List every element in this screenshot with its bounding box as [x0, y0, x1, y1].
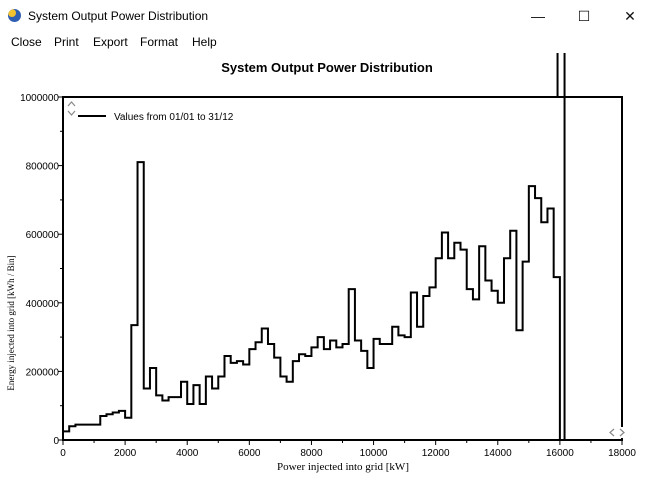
power-distribution-chart: System Output Power Distribution 0 2000 40…	[6, 53, 636, 473]
y-axis-label: Energy injected into grid [kWh / Bin]	[6, 255, 16, 390]
title-bar: System Output Power Distribution — ☐ ✕	[0, 0, 652, 33]
scroll-right-icon[interactable]	[617, 427, 627, 438]
menu-export[interactable]: Export	[93, 35, 128, 49]
series-line	[63, 161, 561, 440]
x-tick-label: 2000	[114, 448, 137, 459]
scroll-left-icon[interactable]	[607, 427, 617, 438]
chart-area: System Output Power Distribution 0 2000 40…	[0, 53, 652, 489]
legend-label: Values from 01/01 to 31/12	[114, 112, 234, 123]
x-tick-label: 12000	[422, 448, 450, 459]
menu-format[interactable]: Format	[140, 35, 179, 49]
x-tick-label: 16000	[546, 448, 574, 459]
menu-bar: Close Print Export Format Help	[0, 32, 652, 53]
plot-frame	[62, 96, 623, 441]
y-tick-label: 800000	[26, 162, 60, 173]
x-axis-label: Power injected into grid [kW]	[277, 461, 409, 473]
maximize-button[interactable]: ☐	[577, 8, 591, 24]
x-tick-label: 4000	[176, 448, 199, 459]
x-tick-label: 10000	[360, 448, 388, 459]
x-tick-label: 14000	[484, 448, 512, 459]
legend: Values from 01/01 to 31/12	[78, 112, 234, 123]
y-tick-label: 600000	[26, 230, 60, 241]
x-tick-label: 18000	[608, 448, 636, 459]
x-tick-label: 6000	[238, 448, 261, 459]
y-tick-label: 200000	[26, 367, 60, 378]
y-tick-label: 0	[53, 436, 59, 447]
menu-print[interactable]: Print	[54, 35, 79, 49]
y-tick-label: 1000000	[20, 93, 59, 104]
close-window-button[interactable]: ✕	[624, 8, 636, 24]
y-tick-label: 400000	[26, 299, 60, 310]
minimize-button[interactable]: —	[531, 8, 545, 24]
x-tick-label: 8000	[300, 448, 323, 459]
window-title: System Output Power Distribution	[28, 9, 209, 23]
sun-app-icon	[8, 9, 21, 22]
scroll-down-icon[interactable]	[66, 109, 77, 119]
menu-help[interactable]: Help	[192, 35, 217, 49]
scroll-up-icon[interactable]	[66, 99, 77, 109]
chart-title: System Output Power Distribution	[221, 60, 433, 75]
menu-close[interactable]: Close	[11, 35, 42, 49]
x-tick-label: 0	[60, 448, 66, 459]
